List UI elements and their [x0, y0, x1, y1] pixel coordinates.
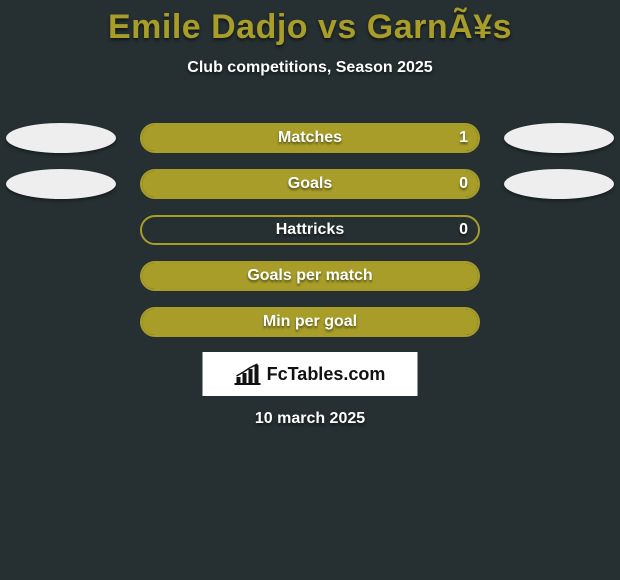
stat-label: Goals — [288, 175, 332, 193]
stat-bar: Goals 0 — [140, 169, 480, 199]
stat-label: Min per goal — [263, 313, 357, 331]
date-text: 10 march 2025 — [0, 410, 620, 428]
player-right-avatar — [504, 123, 614, 153]
stat-value-right: 0 — [459, 221, 468, 239]
stat-rows: Matches 1 Goals 0 Hattricks 0 Goals per match M… — [0, 120, 620, 350]
stat-bar: Matches 1 — [140, 123, 480, 153]
stat-bar: Min per goal — [140, 307, 480, 337]
stat-value-right: 1 — [459, 129, 468, 147]
page-title: Emile Dadjo vs GarnÃ¥s — [0, 0, 620, 47]
stat-bar: Hattricks 0 — [140, 215, 480, 245]
player-right-avatar — [504, 169, 614, 199]
stat-row: Matches 1 — [0, 120, 620, 166]
stat-row: Goals 0 — [0, 166, 620, 212]
bar-chart-icon — [235, 363, 261, 385]
player-left-avatar — [6, 123, 116, 153]
stat-label: Matches — [278, 129, 342, 147]
stat-row: Hattricks 0 — [0, 212, 620, 258]
player-left-avatar — [6, 169, 116, 199]
logo-text: FcTables.com — [267, 364, 386, 385]
comparison-infographic: Emile Dadjo vs GarnÃ¥s Club competitions… — [0, 0, 620, 580]
stat-row: Goals per match — [0, 258, 620, 304]
logo-box: FcTables.com — [203, 352, 418, 396]
stat-row: Min per goal — [0, 304, 620, 350]
page-subtitle: Club competitions, Season 2025 — [0, 59, 620, 77]
stat-value-right: 0 — [459, 175, 468, 193]
stat-label: Hattricks — [276, 221, 344, 239]
stat-label: Goals per match — [247, 267, 372, 285]
stat-bar: Goals per match — [140, 261, 480, 291]
